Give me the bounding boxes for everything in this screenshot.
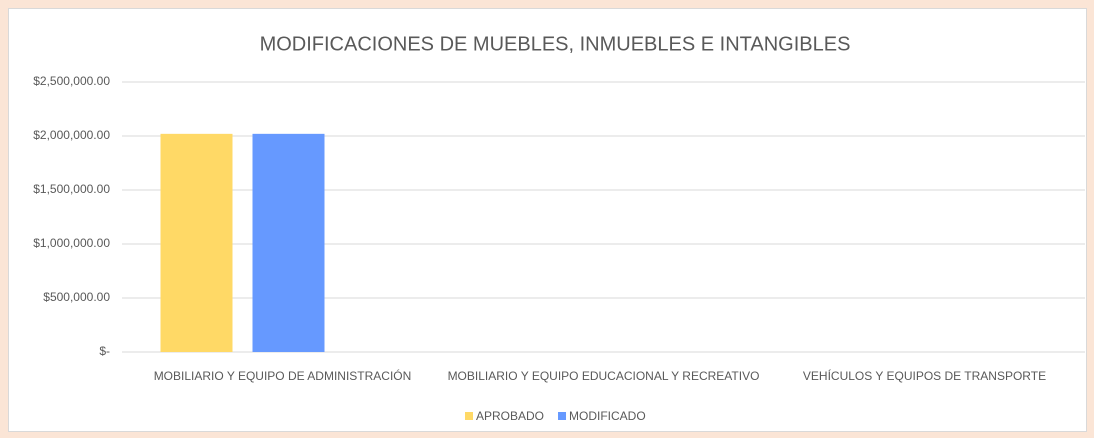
x-tick-label: MOBILIARIO Y EQUIPO EDUCACIONAL Y RECREA… <box>448 369 760 383</box>
bar <box>160 133 233 352</box>
legend-label: APROBADO <box>476 409 544 423</box>
y-tick-label: $- <box>99 344 110 358</box>
bar <box>252 133 325 352</box>
legend-swatch <box>558 412 567 420</box>
y-tick-label: $2,000,000.00 <box>33 128 110 142</box>
y-tick-label: $1,000,000.00 <box>33 236 110 250</box>
chart-title: MODIFICACIONES DE MUEBLES, INMUEBLES E I… <box>260 33 851 55</box>
legend-label: MODIFICADO <box>569 409 646 423</box>
y-tick-label: $1,500,000.00 <box>33 182 110 196</box>
y-tick-label: $2,500,000.00 <box>33 74 110 88</box>
x-tick-label: VEHÍCULOS Y EQUIPOS DE TRANSPORTE <box>803 368 1046 383</box>
y-tick-label: $500,000.00 <box>43 290 110 304</box>
legend-swatch <box>465 412 473 420</box>
x-tick-label: MOBILIARIO Y EQUIPO DE ADMINISTRACIÓN <box>154 368 412 383</box>
